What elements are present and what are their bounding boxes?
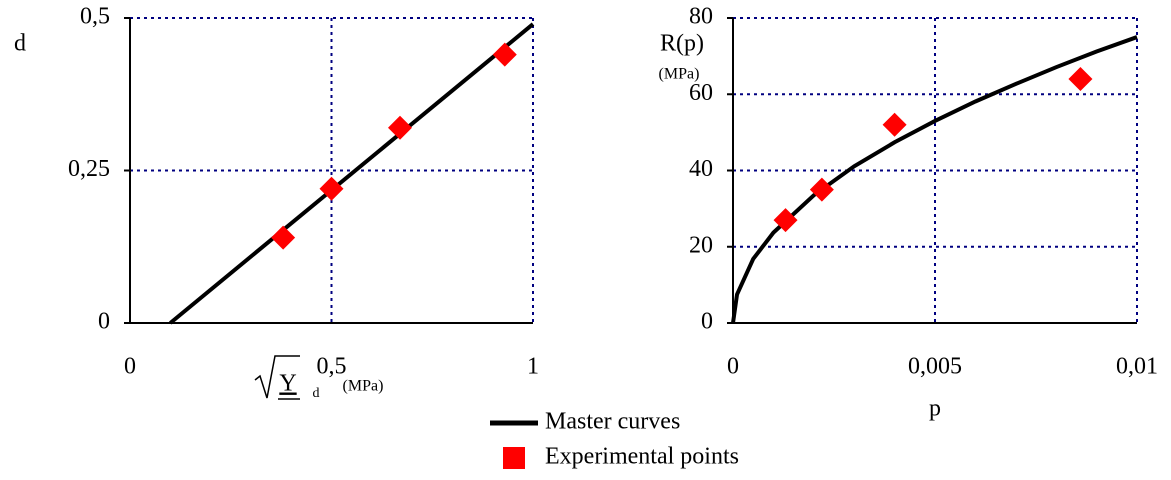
y-tick-label: 40	[689, 156, 713, 182]
x-tick-label: 0,01	[1116, 354, 1158, 380]
experimental-point	[271, 225, 296, 250]
y-tick-label: 80	[689, 4, 713, 30]
y-axis-label: R(p)	[660, 31, 704, 57]
experimental-point	[319, 176, 344, 201]
y-tick-label: 60	[689, 80, 713, 106]
x-tick-label: 0,5	[317, 354, 347, 380]
x-tick-label: 1	[527, 354, 539, 380]
experimental-point	[388, 115, 413, 140]
x-axis-label-subscript: d	[313, 386, 320, 401]
y-axis-unit: (MPa)	[659, 66, 700, 83]
x-axis-label: p	[929, 396, 941, 422]
y-axis-label: d	[14, 31, 26, 57]
x-tick-label: 0	[124, 354, 136, 380]
x-tick-label: 0	[727, 354, 739, 380]
y-tick-label: 0,25	[68, 156, 110, 182]
legend-label: Experimental points	[545, 444, 739, 470]
y-tick-label: 0,5	[80, 4, 110, 30]
y-tick-label: 0	[701, 309, 713, 335]
y-tick-label: 20	[689, 232, 713, 258]
legend-label: Master curves	[545, 409, 680, 435]
x-tick-label: 0,005	[908, 354, 962, 380]
experimental-point	[1068, 67, 1093, 91]
experimental-point	[492, 42, 517, 67]
sqrt-symbol	[254, 355, 300, 399]
legend: Master curves Experimental points	[490, 409, 739, 470]
x-axis-unit: (MPa)	[343, 378, 384, 395]
legend-swatch	[503, 447, 525, 469]
master-curve	[169, 22, 535, 325]
experimental-point	[773, 208, 798, 233]
experimental-point	[809, 177, 834, 202]
y-tick-label: 0	[98, 309, 110, 335]
x-axis-label: Y	[279, 371, 296, 397]
experimental-point	[882, 112, 907, 137]
master-curve	[731, 35, 1138, 324]
